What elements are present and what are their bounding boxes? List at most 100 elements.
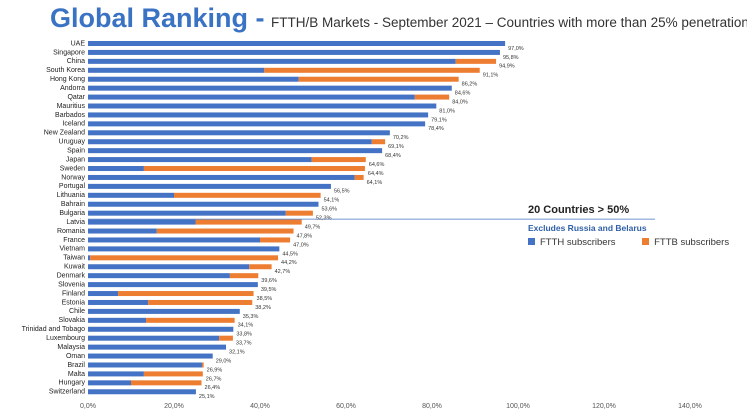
bar-fttb xyxy=(371,139,386,145)
bar-ftth xyxy=(88,282,258,288)
legend-item-ftth: FTTH subscribers xyxy=(528,237,615,248)
bar-fttb xyxy=(174,192,321,198)
total-data-label: 34,1% xyxy=(238,323,254,329)
category-label: Luxembourg xyxy=(46,335,85,342)
bar-ftth xyxy=(88,94,415,100)
legend-swatch-fttb xyxy=(642,237,650,245)
category-label: Qatar xyxy=(67,94,85,101)
total-data-label: 56,5% xyxy=(334,189,350,195)
x-tick-label: 80,0% xyxy=(422,403,442,410)
bar-ftth xyxy=(88,362,202,368)
category-label: Kuwait xyxy=(64,264,85,271)
bar-ftth xyxy=(88,183,331,189)
bar-fttb xyxy=(455,58,497,64)
bar-ftth xyxy=(88,41,506,46)
bar-fttb xyxy=(260,237,291,243)
category-label: Romania xyxy=(57,228,85,235)
total-data-label: 47,8% xyxy=(297,233,313,239)
category-label: Sweden xyxy=(60,165,85,172)
bar-ftth xyxy=(88,264,250,270)
total-data-label: 35,3% xyxy=(243,314,259,320)
category-label: Bahrain xyxy=(61,201,85,208)
category-label: UAE xyxy=(71,40,86,47)
total-data-label: 49,7% xyxy=(305,224,321,230)
bar-ftth xyxy=(88,103,437,109)
total-data-label: 84,0% xyxy=(452,99,468,105)
total-data-label: 81,0% xyxy=(439,108,455,114)
bar-ftth xyxy=(88,335,220,341)
category-label: Vietnam xyxy=(59,246,85,253)
bar-fttb xyxy=(143,166,365,172)
bar-fttb xyxy=(118,291,254,297)
bar-fttb xyxy=(146,317,235,323)
category-label: Switzerland xyxy=(49,389,85,396)
bar-ftth xyxy=(88,166,144,172)
bar-ftth xyxy=(88,139,372,145)
total-data-label: 91,1% xyxy=(483,73,499,79)
bar-ftth xyxy=(88,148,383,154)
bar-fttb xyxy=(311,157,366,163)
bar-ftth xyxy=(88,344,227,350)
bar-ftth xyxy=(88,121,426,127)
bar-ftth xyxy=(88,85,452,91)
bar-ftth xyxy=(88,246,280,252)
category-label: China xyxy=(67,58,85,65)
category-label: Malta xyxy=(68,371,85,378)
category-label: Trinidad and Tobago xyxy=(22,326,86,333)
chart-title-line: Global Ranking - FTTH/B Markets - Septem… xyxy=(50,3,747,34)
bar-ftth xyxy=(88,237,260,243)
total-data-label: 26,9% xyxy=(207,367,223,373)
total-data-label: 38,5% xyxy=(257,296,273,302)
category-label: Portugal xyxy=(59,183,86,190)
bar-fttb xyxy=(229,273,259,279)
bar-ftth xyxy=(88,201,319,207)
bar-fttb xyxy=(148,299,253,305)
total-data-label: 44,5% xyxy=(282,251,298,257)
category-label: Spain xyxy=(67,148,85,155)
total-data-label: 68,4% xyxy=(385,153,401,159)
bar-fttb xyxy=(264,67,480,73)
x-tick-label: 140,0% xyxy=(678,403,702,410)
bar-ftth xyxy=(88,219,196,225)
bar-fttb xyxy=(143,371,203,377)
total-data-label: 97,0% xyxy=(508,46,524,52)
category-label: Japan xyxy=(66,156,85,163)
category-label: Hungary xyxy=(59,380,86,387)
bar-ftth xyxy=(88,317,147,323)
bar-ftth xyxy=(88,174,355,180)
labels-layer: UAE 97,0% Singapore 95,8% China 94,9% South Ko… xyxy=(22,40,524,400)
bar-ftth xyxy=(88,273,230,279)
bar-fttb xyxy=(156,228,294,234)
bar-ftth xyxy=(88,67,265,73)
bar-fttb xyxy=(249,264,272,270)
category-label: Slovakia xyxy=(59,317,86,324)
bar-fttb xyxy=(354,174,364,180)
category-label: Barbados xyxy=(55,112,85,119)
bar-fttb xyxy=(131,380,202,386)
category-label: France xyxy=(63,237,85,244)
bar-ftth xyxy=(88,192,174,198)
x-tick-label: 40,0% xyxy=(250,403,270,410)
bar-ftth xyxy=(88,112,429,118)
legend-item-fttb: FTTB subscribers xyxy=(642,237,729,248)
total-data-label: 70,2% xyxy=(393,135,409,141)
bar-ftth xyxy=(88,371,144,377)
total-data-label: 25,1% xyxy=(199,394,215,400)
total-data-label: 64,1% xyxy=(367,180,383,186)
total-data-label: 33,7% xyxy=(236,341,252,347)
category-label: Brazil xyxy=(67,362,85,369)
category-label: Chile xyxy=(69,308,85,315)
category-label: Malaysia xyxy=(57,344,85,351)
category-label: Oman xyxy=(66,353,85,360)
total-data-label: 26,7% xyxy=(206,376,222,382)
total-data-label: 44,2% xyxy=(281,260,297,266)
legend-label-fttb: FTTB subscribers xyxy=(654,237,730,248)
bar-fttb xyxy=(219,335,233,341)
total-data-label: 29,0% xyxy=(216,358,232,364)
bar-ftth xyxy=(88,308,240,314)
bar-fttb xyxy=(285,210,313,216)
total-data-label: 33,8% xyxy=(236,332,252,338)
bar-ftth xyxy=(88,58,456,64)
bar-fttb xyxy=(298,76,459,82)
bar-ftth xyxy=(88,299,149,305)
